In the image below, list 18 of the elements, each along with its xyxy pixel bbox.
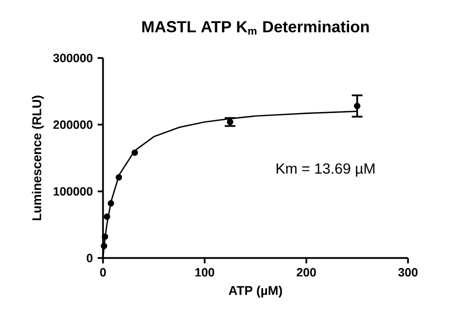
point [102,233,108,240]
y-tick-label: 300000 [53,54,92,62]
x-tick-label: 0 [100,268,106,277]
x-tick-label: 300 [398,268,418,277]
y-tick-label: 200000 [53,120,92,129]
point [100,242,108,250]
x-tick-label: 200 [296,268,316,277]
y-axis-title: Luminescence (RLU) [32,96,44,220]
x-tick-label: 100 [195,268,214,277]
point [108,200,114,207]
point [104,213,110,220]
y-tick-label: 100000 [54,187,92,196]
point [116,174,122,181]
chart-title: MASTL ATP K$_{m}$ Determination [142,20,369,35]
point [132,149,138,156]
y-tick-label: 0 [86,254,92,262]
x-axis-title: ATP (µM) [228,286,282,298]
annotation: Km = 13.69 µM [276,163,374,177]
